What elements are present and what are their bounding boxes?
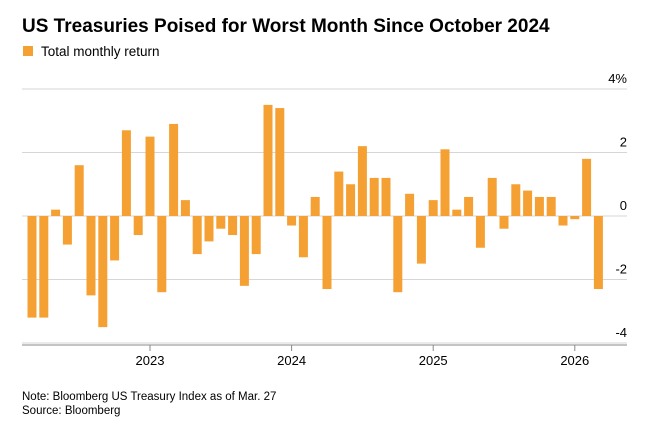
bar	[51, 209, 61, 216]
bar	[298, 216, 308, 258]
plot-area: 4% 2 0 -2 -4 2023 2024 2025 2026	[22, 71, 627, 368]
bar	[487, 177, 497, 216]
bar	[499, 216, 509, 229]
bar	[416, 216, 426, 264]
legend-label: Total monthly return	[41, 44, 160, 59]
bar	[464, 196, 474, 216]
bar	[275, 108, 285, 216]
bar	[192, 216, 202, 255]
chart-title: US Treasuries Poised for Worst Month Sin…	[22, 16, 550, 37]
bar	[452, 209, 462, 216]
y-tick-label: 0	[620, 198, 627, 213]
bar	[39, 216, 49, 318]
legend-swatch	[23, 46, 33, 56]
bar	[558, 216, 568, 226]
y-tick-label: 4%	[608, 71, 627, 86]
bar	[511, 184, 521, 216]
bar	[121, 130, 131, 216]
y-tick-label: -4	[615, 325, 627, 340]
bar	[27, 216, 37, 318]
bar	[287, 216, 297, 226]
x-tick-label: 2023	[136, 353, 165, 368]
bar	[263, 104, 273, 216]
bar	[582, 158, 592, 216]
bar	[546, 196, 556, 216]
bar	[180, 200, 190, 216]
bar	[74, 165, 84, 216]
bar	[440, 149, 450, 216]
x-tick-label: 2024	[277, 353, 306, 368]
y-tick-label: -2	[615, 262, 627, 277]
bar	[381, 177, 391, 216]
bar	[228, 216, 238, 236]
bar	[98, 216, 108, 328]
bar	[570, 216, 580, 220]
source: Source: Bloomberg	[22, 405, 120, 417]
bar	[405, 193, 415, 216]
bar	[523, 190, 533, 216]
bar	[133, 216, 143, 236]
bar	[357, 146, 367, 216]
bar	[239, 216, 249, 286]
note: Note: Bloomberg US Treasury Index as of …	[22, 391, 276, 403]
bar	[216, 216, 226, 229]
bar	[169, 123, 179, 216]
bar	[475, 216, 485, 248]
y-tick-label: 2	[620, 135, 627, 150]
bar	[369, 177, 379, 216]
bar	[251, 216, 261, 255]
bar	[204, 216, 214, 242]
bar	[86, 216, 96, 296]
bar	[322, 216, 332, 290]
bar	[393, 216, 403, 293]
bar	[593, 216, 603, 290]
bar	[145, 136, 155, 216]
bar	[428, 200, 438, 216]
x-tick-label: 2025	[419, 353, 448, 368]
bar	[346, 184, 356, 216]
bar	[110, 216, 120, 261]
x-tick-label: 2026	[560, 353, 589, 368]
bar	[157, 216, 167, 293]
bar	[62, 216, 72, 245]
bar	[334, 171, 344, 216]
bar	[310, 196, 320, 216]
bar	[534, 196, 544, 216]
